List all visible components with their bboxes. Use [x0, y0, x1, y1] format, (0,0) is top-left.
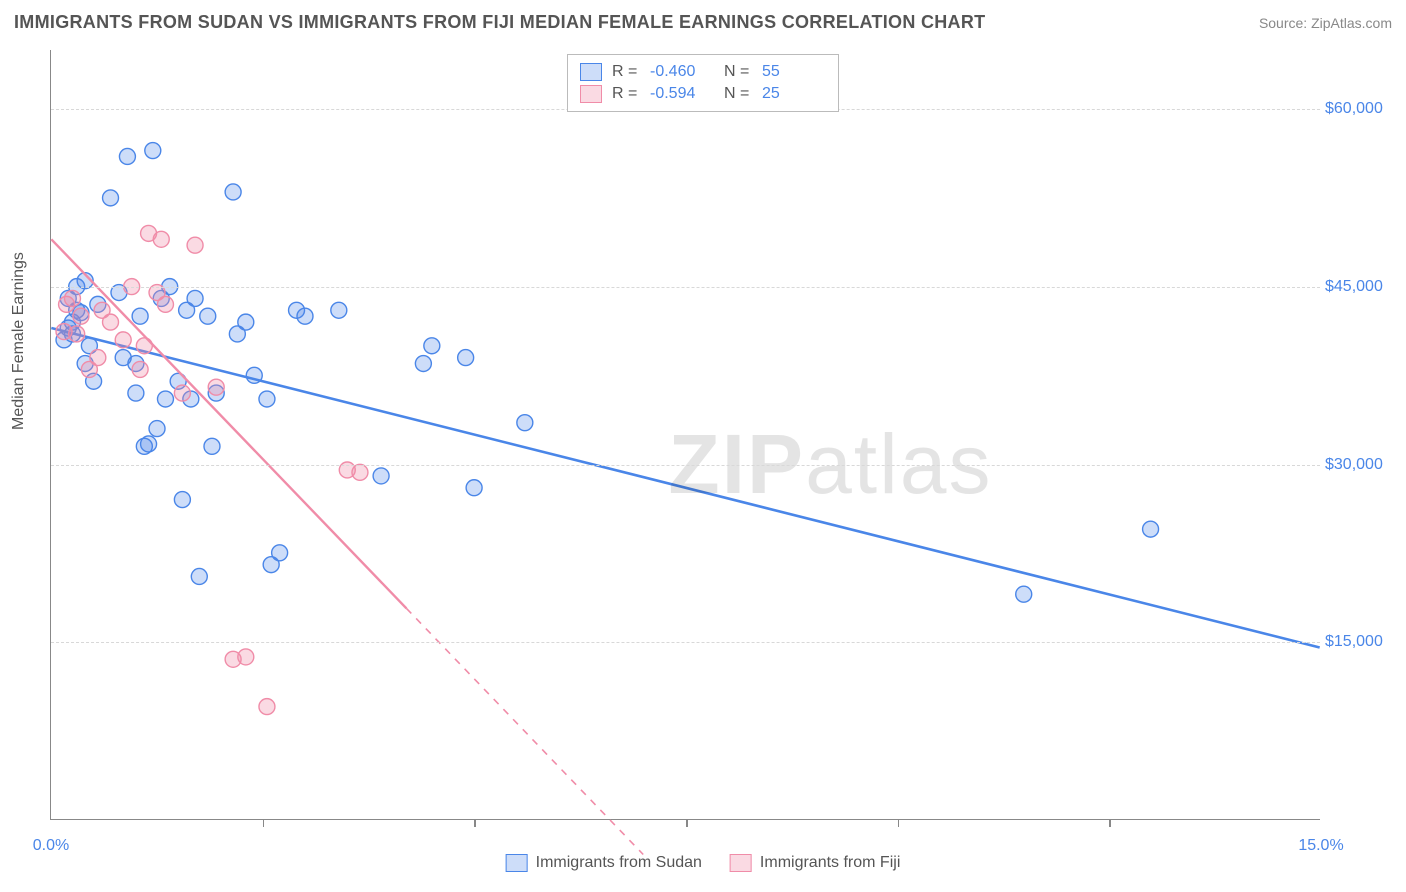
scatter-point — [466, 480, 482, 496]
scatter-point — [191, 568, 207, 584]
x-tick — [263, 819, 265, 827]
regression-line-extrapolated — [406, 608, 643, 854]
x-tick-label: 15.0% — [1298, 837, 1343, 855]
source-label: Source: — [1259, 15, 1307, 31]
scatter-point — [517, 415, 533, 431]
scatter-point — [272, 545, 288, 561]
scatter-point — [145, 143, 161, 159]
n-label: N = — [724, 85, 752, 103]
scatter-chart: ZIPatlas $15,000$30,000$45,000$60,0000.0… — [50, 50, 1320, 820]
gridline — [51, 465, 1320, 466]
x-tick — [1109, 819, 1111, 827]
series-label-sudan: Immigrants from Sudan — [536, 854, 702, 872]
gridline — [51, 642, 1320, 643]
x-tick — [686, 819, 688, 827]
correlation-legend: R = -0.460 N = 55 R = -0.594 N = 25 — [567, 54, 839, 112]
scatter-point — [424, 338, 440, 354]
n-value-fiji: 25 — [762, 85, 826, 103]
scatter-point — [225, 184, 241, 200]
scatter-point — [352, 464, 368, 480]
scatter-point — [200, 308, 216, 324]
scatter-point — [174, 492, 190, 508]
y-tick-label: $60,000 — [1325, 100, 1400, 118]
regression-line — [51, 328, 1319, 647]
scatter-point — [208, 379, 224, 395]
legend-entry-sudan: Immigrants from Sudan — [506, 854, 702, 872]
scatter-point — [204, 438, 220, 454]
scatter-point — [128, 385, 144, 401]
scatter-point — [373, 468, 389, 484]
swatch-sudan-icon — [506, 854, 528, 872]
x-tick — [898, 819, 900, 827]
series-legend: Immigrants from Sudan Immigrants from Fi… — [506, 854, 901, 872]
chart-header: IMMIGRANTS FROM SUDAN VS IMMIGRANTS FROM… — [14, 12, 1392, 33]
scatter-point — [90, 350, 106, 366]
r-label: R = — [612, 85, 640, 103]
scatter-point — [119, 148, 135, 164]
source-attribution: Source: ZipAtlas.com — [1259, 15, 1392, 31]
scatter-point — [115, 332, 131, 348]
scatter-point — [1016, 586, 1032, 602]
n-label: N = — [724, 63, 752, 81]
regression-line — [51, 239, 406, 608]
scatter-point — [458, 350, 474, 366]
scatter-point — [73, 308, 89, 324]
scatter-point — [103, 190, 119, 206]
chart-title: IMMIGRANTS FROM SUDAN VS IMMIGRANTS FROM… — [14, 12, 985, 33]
legend-entry-fiji: Immigrants from Fiji — [730, 854, 900, 872]
swatch-sudan-icon — [580, 63, 602, 81]
scatter-point — [56, 324, 72, 340]
x-tick-label: 0.0% — [33, 837, 69, 855]
x-tick — [474, 819, 476, 827]
scatter-point — [1143, 521, 1159, 537]
scatter-point — [415, 356, 431, 372]
y-tick-label: $45,000 — [1325, 278, 1400, 296]
y-tick-label: $15,000 — [1325, 633, 1400, 651]
scatter-point — [157, 391, 173, 407]
scatter-point — [103, 314, 119, 330]
r-value-sudan: -0.460 — [650, 63, 714, 81]
scatter-point — [297, 308, 313, 324]
source-name: ZipAtlas.com — [1311, 15, 1392, 31]
scatter-point — [132, 361, 148, 377]
legend-row-fiji: R = -0.594 N = 25 — [580, 83, 826, 105]
y-tick-label: $30,000 — [1325, 456, 1400, 474]
swatch-fiji-icon — [730, 854, 752, 872]
r-label: R = — [612, 63, 640, 81]
gridline — [51, 287, 1320, 288]
scatter-point — [331, 302, 347, 318]
scatter-point — [187, 290, 203, 306]
n-value-sudan: 55 — [762, 63, 826, 81]
scatter-point — [238, 314, 254, 330]
r-value-fiji: -0.594 — [650, 85, 714, 103]
scatter-point — [259, 699, 275, 715]
swatch-fiji-icon — [580, 85, 602, 103]
series-label-fiji: Immigrants from Fiji — [760, 854, 900, 872]
scatter-point — [64, 290, 80, 306]
scatter-point — [149, 421, 165, 437]
scatter-point — [238, 649, 254, 665]
scatter-point — [132, 308, 148, 324]
scatter-point — [174, 385, 190, 401]
plot-svg — [51, 50, 1320, 819]
scatter-point — [259, 391, 275, 407]
y-axis-title: Median Female Earnings — [10, 252, 28, 430]
scatter-point — [157, 296, 173, 312]
scatter-point — [141, 436, 157, 452]
scatter-point — [153, 231, 169, 247]
scatter-point — [187, 237, 203, 253]
legend-row-sudan: R = -0.460 N = 55 — [580, 61, 826, 83]
